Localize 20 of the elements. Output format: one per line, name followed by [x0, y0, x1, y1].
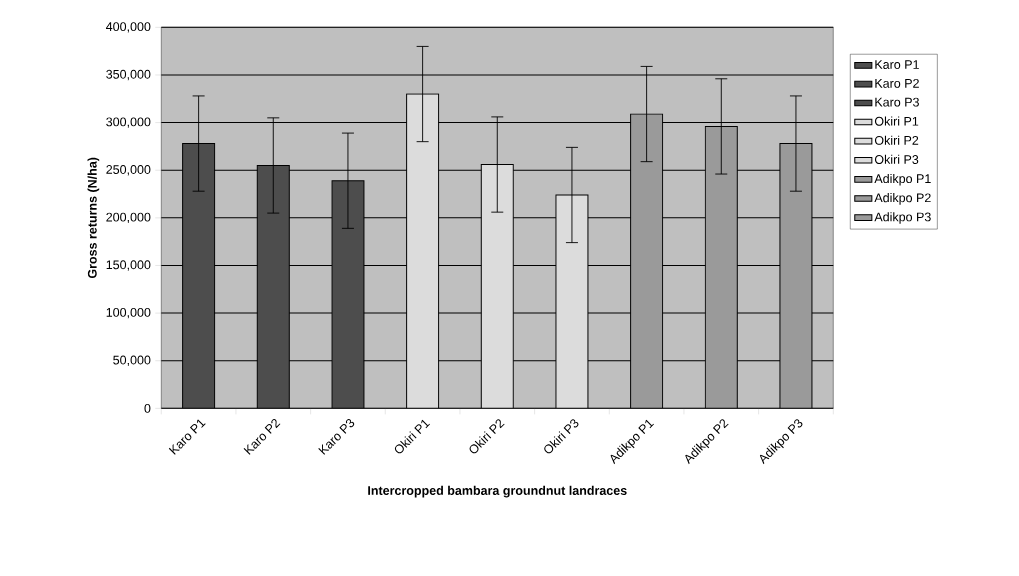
legend-label: Karo P3 [875, 97, 919, 107]
legend-label: Karo P2 [875, 78, 919, 88]
y-tick-label: 250,000 [106, 165, 151, 176]
legend-label: Karo P1 [875, 60, 919, 69]
legend-label: Okiri P1 [874, 116, 919, 126]
legend-label: Okiri P2 [874, 135, 919, 145]
legend-label: Adikpo P2 [874, 193, 931, 205]
legend-label: Okiri P3 [874, 154, 919, 164]
y-tick-label: 400,000 [106, 22, 151, 33]
y-tick-label: 50,000 [113, 355, 151, 366]
y-tick-label: 200,000 [106, 212, 151, 224]
y-tick-label: 350,000 [106, 69, 151, 81]
y-tick-label: 0 [144, 403, 151, 413]
y-axis-title: Gross returns (N/ha) [87, 157, 100, 279]
x-axis-title: Intercropped bambara groundnut landraces [368, 485, 627, 498]
y-tick-label: 300,000 [106, 117, 151, 128]
y-tick-label: 150,000 [106, 260, 151, 271]
legend-label: Adikpo P1 [874, 173, 931, 186]
legend-label: Adikpo P3 [874, 212, 931, 224]
y-tick-label: 100,000 [106, 307, 151, 319]
